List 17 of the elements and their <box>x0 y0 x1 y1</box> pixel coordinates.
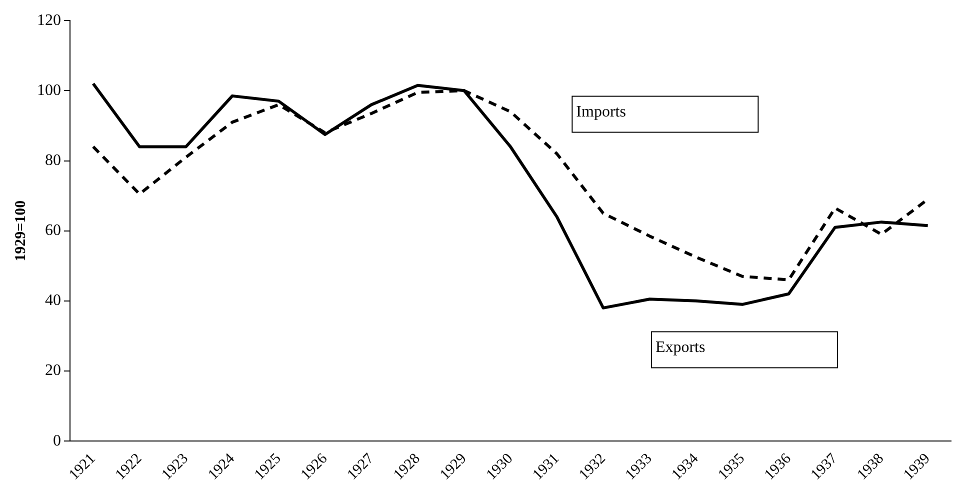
x-tick-label: 1929 <box>437 450 470 484</box>
y-tick-label: 40 <box>45 292 61 310</box>
y-tick-label: 60 <box>45 222 61 240</box>
x-tick-label: 1939 <box>900 450 934 484</box>
x-tick-label: 1931 <box>530 450 562 484</box>
x-tick-label: 1930 <box>484 450 516 484</box>
x-tick-label: 1932 <box>576 450 609 484</box>
text: Exports <box>655 338 706 356</box>
x-tick-label: 1921 <box>66 450 99 484</box>
y-tick-label: 80 <box>45 152 61 169</box>
y-tick-label: 120 <box>37 12 61 29</box>
text: Imports <box>576 103 626 120</box>
y-tick-label: 0 <box>53 432 61 450</box>
y-tick-label: 20 <box>45 362 61 380</box>
y-tick-label: 100 <box>37 82 61 99</box>
x-tick-label: 1922 <box>112 450 146 484</box>
y-axis-title: 1929=100 <box>12 200 29 262</box>
